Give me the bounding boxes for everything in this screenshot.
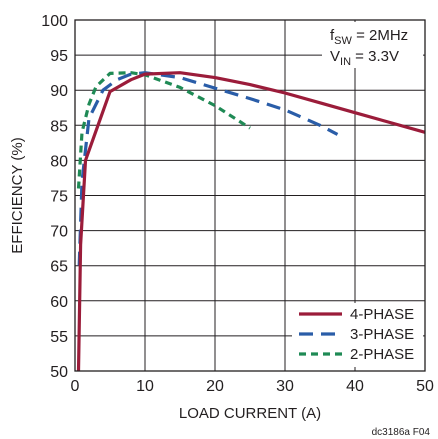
y-tick-label: 95 [50,48,68,65]
x-tick-label: 30 [276,378,294,395]
series-line-2-phase [76,71,251,189]
annotation-input-voltage: VIN = 3.3V [330,48,399,68]
y-axis-label: EFFICIENCY (%) [9,137,26,253]
series-line-3-phase [77,71,339,266]
y-tick-label: 50 [50,364,68,381]
y-tick-label: 100 [41,13,68,30]
y-tick-label: 55 [50,329,68,346]
x-tick-label: 50 [416,378,434,395]
y-tick-label: 70 [50,224,68,241]
y-tick-label: 75 [50,189,68,206]
y-tick-label: 90 [50,83,68,100]
annotation-switching-frequency: fSW = 2MHz [330,27,408,47]
series-line-4-phase [76,71,426,372]
legend-label-3-phase: 3-PHASE [350,326,414,343]
x-tick-label: 40 [346,378,364,395]
x-tick-label: 0 [71,378,80,395]
x-tick-labels: 0 10 20 30 40 50 [71,378,434,395]
figure-code: dc3186a F04 [372,427,431,438]
y-tick-label: 65 [50,259,68,276]
y-tick-labels: 50 55 60 65 70 75 80 85 90 95 100 [41,13,68,381]
y-tick-label: 80 [50,153,68,170]
legend-label-2-phase: 2-PHASE [350,346,414,363]
condition-annotation: fSW = 2MHz VIN = 3.3V [322,22,423,68]
annotation-background [322,22,423,68]
legend-label-4-phase: 4-PHASE [350,306,414,323]
legend: 4-PHASE 3-PHASE 2-PHASE [292,303,423,367]
x-tick-label: 20 [206,378,224,395]
plot-frame [74,19,426,372]
x-axis-label: LOAD CURRENT (A) [179,405,321,422]
y-tick-label: 60 [50,294,68,311]
series-lines [76,71,426,372]
y-tick-label: 85 [50,118,68,135]
x-tick-label: 10 [136,378,154,395]
